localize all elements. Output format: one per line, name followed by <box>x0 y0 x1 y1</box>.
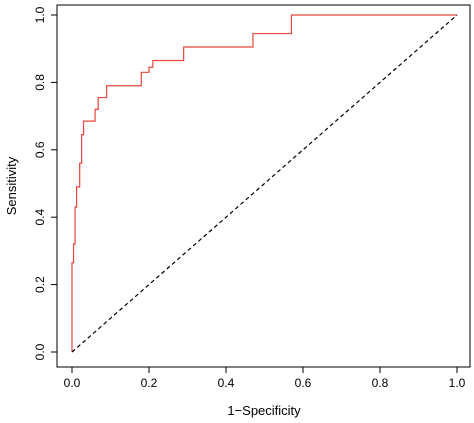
y-tick-label: 0.2 <box>33 276 47 293</box>
roc-curve-line <box>71 14 457 352</box>
x-tick-label: 1.0 <box>449 376 466 390</box>
y-tick-label: 0.0 <box>33 343 47 360</box>
y-tick-label: 0.8 <box>33 74 47 91</box>
x-tick-label: 0.6 <box>295 376 312 390</box>
y-tick-label: 0.4 <box>33 209 47 226</box>
x-tick-label: 0.0 <box>64 376 81 390</box>
y-tick-label: 0.6 <box>33 141 47 158</box>
x-axis-label: 1−Specificity <box>227 403 301 418</box>
x-tick-label: 0.8 <box>372 376 389 390</box>
reference-diagonal-line <box>71 14 458 353</box>
x-tick-label: 0.2 <box>141 376 158 390</box>
y-axis-label: Sensitivity <box>4 156 19 215</box>
x-axis: 0.0 0.2 0.4 0.6 0.8 1.0 <box>64 366 466 390</box>
series-layer <box>71 14 458 353</box>
y-axis: 0.0 0.2 0.4 0.6 0.8 1.0 <box>33 6 58 360</box>
y-tick-label: 1.0 <box>33 6 47 23</box>
x-tick-label: 0.4 <box>218 376 235 390</box>
plot-frame <box>56 4 471 368</box>
